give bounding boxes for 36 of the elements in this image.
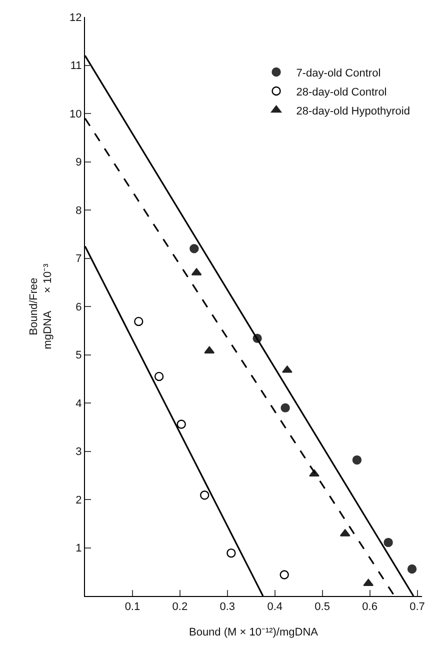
point (407, 564, 417, 574)
x-tick-label: 0.2 (172, 601, 188, 614)
y-tick-label: 6 (76, 301, 82, 314)
point (134, 316, 144, 326)
point (280, 403, 290, 412)
y-tick-label: 4 (76, 398, 82, 410)
x-tick-label: 0.5 (314, 601, 330, 614)
x-axis-title: Bound (M × 10⁻¹²)/mgDNA (188, 626, 319, 638)
y-tick-label: 10 (70, 108, 82, 120)
y-tick-label: 2 (76, 494, 82, 506)
x-tick-label: 0.6 (362, 601, 378, 614)
point (384, 538, 393, 548)
legend-label: 28-day-old Hypothyroid (296, 105, 410, 118)
y-tick-label: 9 (76, 156, 82, 169)
y-tick-label: 8 (76, 204, 82, 217)
y-tick-label: 11 (70, 60, 82, 72)
point (352, 455, 362, 465)
y-tick-label: 3 (76, 446, 82, 458)
x-tick-label: 0.7 (410, 601, 425, 614)
point (363, 578, 374, 586)
y-tick-label: 7 (76, 253, 82, 266)
point (176, 420, 186, 429)
x-tick-label: 0.3 (220, 601, 236, 614)
point (226, 548, 236, 558)
y-axis-title: Bound/Free mgDNA × 10⁻³ (28, 263, 54, 350)
y-tick-label: 1 (76, 542, 82, 555)
point (200, 490, 210, 500)
y-tick-label: 5 (76, 350, 82, 362)
legend-label: 28-day-old Control (296, 86, 387, 98)
x-tick-label: 0.4 (267, 601, 283, 614)
legend-label: 7-day-old Control (296, 67, 381, 80)
x-tick-label: 0.1 (124, 601, 140, 614)
point (154, 372, 164, 382)
point (190, 244, 199, 254)
y-tick-label: 12 (70, 12, 82, 24)
point (280, 570, 289, 580)
